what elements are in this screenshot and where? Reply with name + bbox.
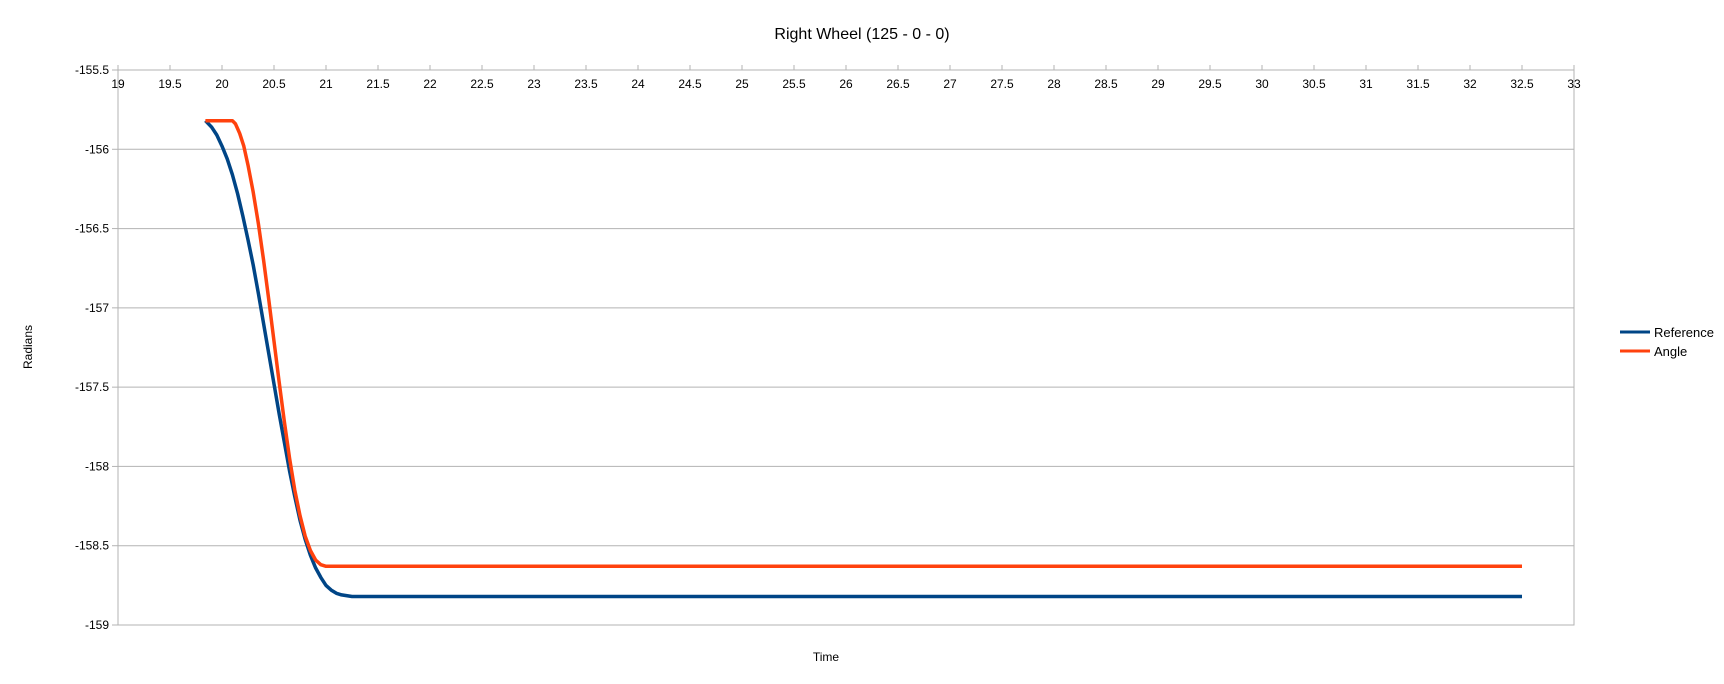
y-tick-label: -156 <box>85 142 109 156</box>
x-tick-label: 27.5 <box>990 77 1014 91</box>
x-axis-title: Time <box>813 650 840 664</box>
x-tick-label: 31 <box>1359 77 1373 91</box>
x-tick-label: 19.5 <box>158 77 182 91</box>
x-tick-label: 22 <box>423 77 437 91</box>
x-tick-label: 33 <box>1567 77 1581 91</box>
x-tick-label: 26.5 <box>886 77 910 91</box>
x-tick-label: 30.5 <box>1302 77 1326 91</box>
x-tick-label: 26 <box>839 77 853 91</box>
x-tick-label: 21.5 <box>366 77 390 91</box>
x-tick-label: 20 <box>215 77 229 91</box>
legend-label-reference: Reference <box>1654 325 1714 340</box>
x-tick-label: 31.5 <box>1406 77 1430 91</box>
legend: Reference Angle <box>1620 325 1714 359</box>
y-tick-label: -159 <box>85 618 109 632</box>
series-line-reference <box>204 119 1522 599</box>
grid-lines <box>118 69 1574 626</box>
x-tick-label: 30 <box>1255 77 1269 91</box>
x-axis-ticks: 19 19.5 20 20.5 21 21.5 22 22.5 23 23.5 24 24.5 25 25… <box>111 65 1581 91</box>
x-tick-label: 32.5 <box>1510 77 1534 91</box>
x-tick-label: 27 <box>943 77 957 91</box>
series-line-angle <box>205 118 1522 569</box>
y-axis-title: Radians <box>21 325 35 369</box>
x-tick-label: 29.5 <box>1198 77 1222 91</box>
x-tick-label: 25 <box>735 77 749 91</box>
legend-item-reference: Reference <box>1620 325 1714 340</box>
x-tick-label: 25.5 <box>782 77 806 91</box>
x-tick-label: 22.5 <box>470 77 494 91</box>
legend-label-angle: Angle <box>1654 344 1687 359</box>
x-tick-label: 24.5 <box>678 77 702 91</box>
y-tick-label: -155.5 <box>75 63 109 77</box>
y-tick-label: -158 <box>85 459 109 473</box>
x-tick-label: 21 <box>319 77 333 91</box>
y-axis-ticks: -155.5 -156 -156.5 -157 -157.5 -158 -158.5 -159 <box>75 63 118 632</box>
series-lines <box>204 118 1522 599</box>
plot-area <box>117 69 1575 626</box>
y-tick-label: -158.5 <box>75 539 109 553</box>
chart-title: Right Wheel (125 - 0 - 0) <box>774 26 949 43</box>
x-tick-label: 19 <box>111 77 125 91</box>
y-tick-label: -157 <box>85 301 109 315</box>
x-tick-label: 28.5 <box>1094 77 1118 91</box>
y-tick-label: -156.5 <box>75 222 109 236</box>
x-tick-label: 23.5 <box>574 77 598 91</box>
x-tick-label: 20.5 <box>262 77 286 91</box>
x-tick-label: 23 <box>527 77 541 91</box>
y-tick-label: -157.5 <box>75 380 109 394</box>
x-tick-label: 24 <box>631 77 645 91</box>
x-tick-label: 29 <box>1151 77 1165 91</box>
x-tick-label: 32 <box>1463 77 1477 91</box>
x-tick-label: 28 <box>1047 77 1061 91</box>
legend-item-angle: Angle <box>1620 344 1687 359</box>
